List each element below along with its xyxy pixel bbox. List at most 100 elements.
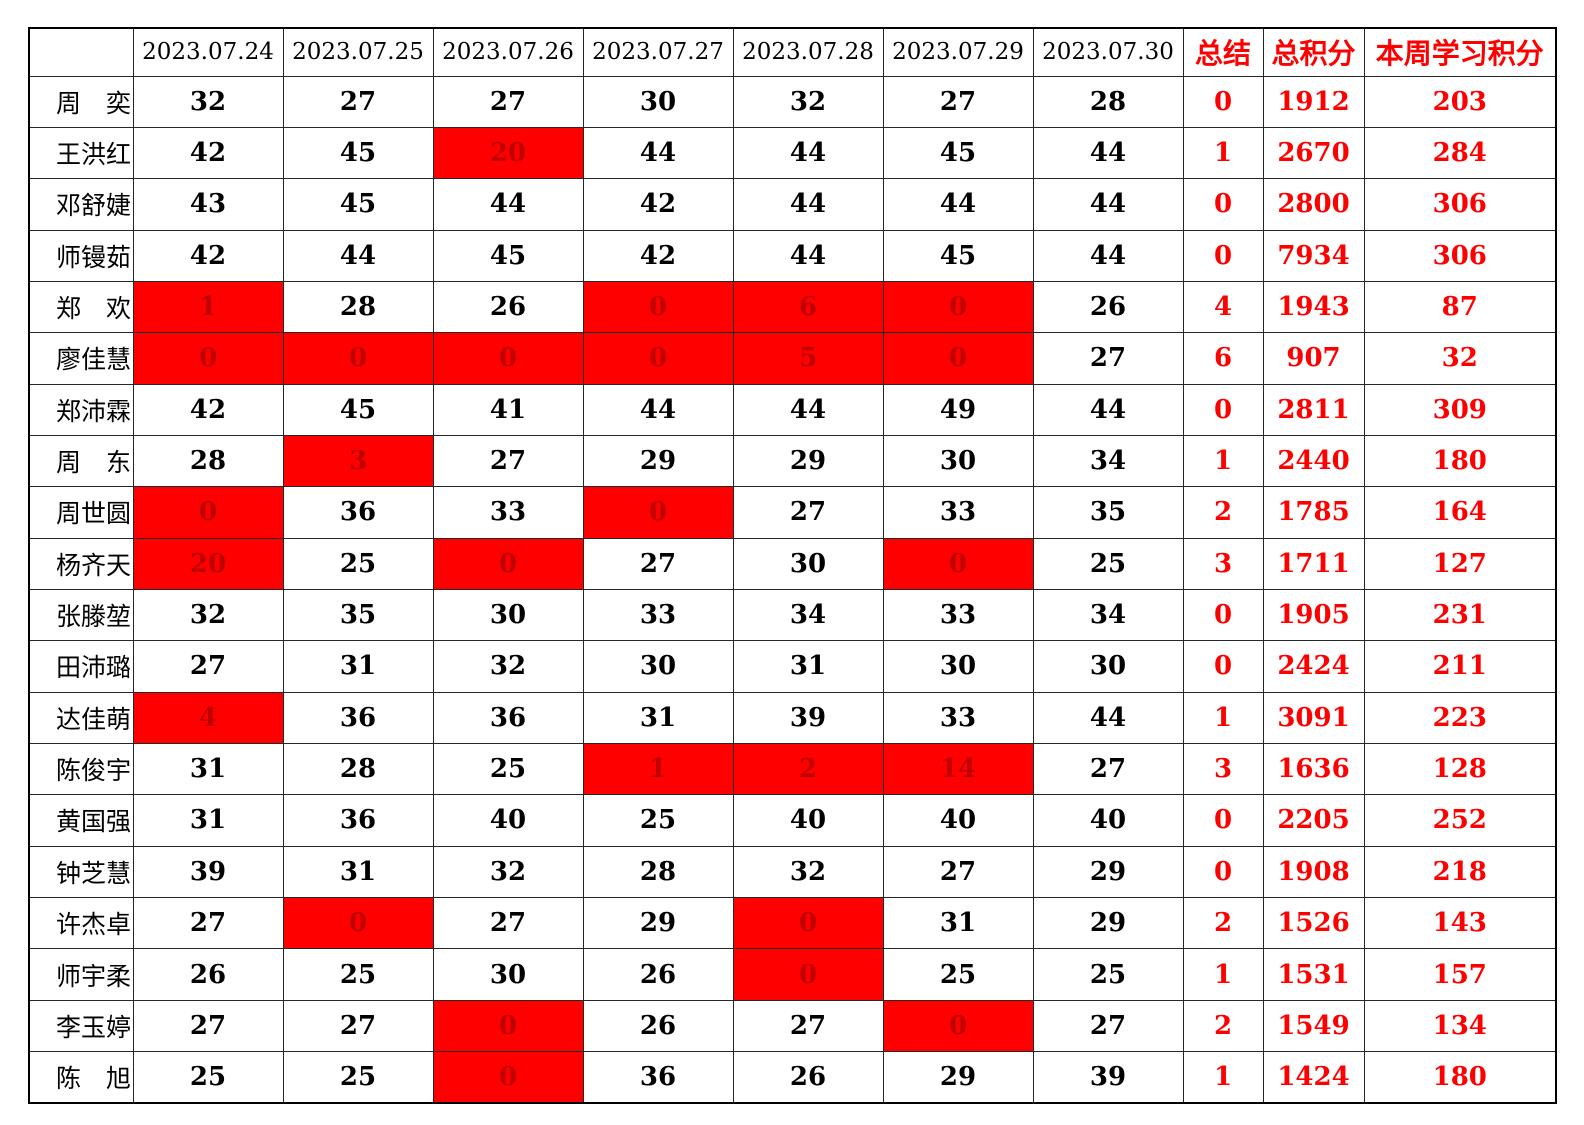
day-score-cell: 25: [582, 794, 734, 847]
day-score-cell: 27: [582, 537, 734, 590]
day-score-cell: 36: [582, 1051, 734, 1104]
summary-count-cell: 3: [1182, 537, 1264, 590]
day-score-cell: 27: [882, 75, 1034, 128]
day-score-cell: 36: [282, 486, 434, 539]
day-score-cell: 35: [282, 588, 434, 642]
day-score-cell-highlighted: 0: [582, 280, 734, 334]
day-score-cell: 30: [432, 948, 584, 1001]
student-name-cell: 陈俊宇: [28, 742, 134, 796]
weekly-points-cell: 231: [1363, 588, 1557, 642]
day-score-cell: 34: [732, 588, 884, 642]
day-score-cell: 45: [882, 126, 1034, 180]
day-score-cell: 27: [432, 75, 584, 128]
student-row: 邓舒婕 43 45 44 42 44 44 44 0 2800 306: [28, 178, 1557, 231]
student-name-cell: 田沛璐: [28, 640, 134, 693]
day-score-cell: 27: [282, 75, 434, 128]
total-points-cell: 2440: [1262, 434, 1365, 488]
date-column-header: 2023.07.26: [432, 27, 584, 77]
student-row: 许杰卓 27 0 27 29 0 31 29 2 1526 143: [28, 896, 1557, 950]
day-score-cell: 44: [732, 383, 884, 436]
date-column-header: 2023.07.27: [582, 27, 734, 77]
day-score-cell: 27: [282, 999, 434, 1053]
date-column-header: 2023.07.29: [882, 27, 1034, 77]
summary-count-cell: 1: [1182, 1051, 1264, 1104]
day-score-cell: 30: [882, 640, 1034, 693]
day-score-cell: 44: [582, 383, 734, 436]
day-score-cell: 27: [732, 999, 884, 1053]
total-points-cell: 1943: [1262, 280, 1365, 334]
weekly-points-cell: 164: [1363, 486, 1557, 539]
day-score-cell: 27: [1032, 332, 1184, 385]
day-score-cell: 26: [732, 1051, 884, 1104]
day-score-cell: 25: [282, 537, 434, 590]
day-score-cell: 32: [132, 75, 284, 128]
day-score-cell: 44: [882, 178, 1034, 231]
weekly-points-cell: 309: [1363, 383, 1557, 436]
weekly-points-cell: 223: [1363, 691, 1557, 744]
day-score-cell: 31: [132, 742, 284, 796]
student-name-cell: 王洪红: [28, 126, 134, 180]
day-score-cell-highlighted: 0: [432, 332, 584, 385]
summary-count-cell: 2: [1182, 486, 1264, 539]
student-name-cell: 杨齐天: [28, 537, 134, 590]
day-score-cell: 44: [1032, 126, 1184, 180]
summary-column-header: 本周学习积分: [1363, 27, 1557, 77]
student-row: 周 东 28 3 27 29 29 30 34 1 2440 180: [28, 434, 1557, 488]
day-score-cell-highlighted: 0: [882, 280, 1034, 334]
day-score-cell: 27: [1032, 742, 1184, 796]
day-score-cell-highlighted: 0: [882, 537, 1034, 590]
weekly-points-cell: 134: [1363, 999, 1557, 1053]
student-row: 张滕堃 32 35 30 33 34 33 34 0 1905 231: [28, 588, 1557, 642]
day-score-cell: 45: [282, 383, 434, 436]
day-score-cell: 32: [732, 75, 884, 128]
total-points-cell: 2205: [1262, 794, 1365, 847]
day-score-cell: 25: [1032, 537, 1184, 590]
student-row: 师镘茹 42 44 45 42 44 45 44 0 7934 306: [28, 229, 1557, 282]
day-score-cell: 30: [882, 434, 1034, 488]
day-score-cell-highlighted: 0: [282, 332, 434, 385]
student-row: 周 奕 32 27 27 30 32 27 28 0 1912 203: [28, 75, 1557, 128]
day-score-cell-highlighted: 0: [882, 332, 1034, 385]
day-score-cell: 26: [582, 948, 734, 1001]
summary-count-cell: 0: [1182, 178, 1264, 231]
student-row: 郑 欢 1 28 26 0 6 0 26 4 1943 87: [28, 280, 1557, 334]
day-score-cell-highlighted: 0: [132, 332, 284, 385]
day-score-cell: 32: [432, 640, 584, 693]
total-points-cell: 1526: [1262, 896, 1365, 950]
day-score-cell: 44: [1032, 229, 1184, 282]
day-score-cell: 40: [732, 794, 884, 847]
weekly-points-cell: 284: [1363, 126, 1557, 180]
student-row: 师宇柔 26 25 30 26 0 25 25 1 1531 157: [28, 948, 1557, 1001]
day-score-cell: 33: [882, 691, 1034, 744]
day-score-cell: 44: [732, 229, 884, 282]
day-score-cell-highlighted: 0: [582, 332, 734, 385]
total-points-cell: 2811: [1262, 383, 1365, 436]
day-score-cell: 26: [132, 948, 284, 1001]
weekly-points-cell: 32: [1363, 332, 1557, 385]
student-name-cell: 师宇柔: [28, 948, 134, 1001]
weekly-points-cell: 306: [1363, 178, 1557, 231]
day-score-cell: 45: [882, 229, 1034, 282]
summary-count-cell: 1: [1182, 948, 1264, 1001]
day-score-cell: 45: [432, 229, 584, 282]
day-score-cell: 36: [282, 794, 434, 847]
total-points-cell: 1424: [1262, 1051, 1365, 1104]
day-score-cell: 31: [732, 640, 884, 693]
day-score-cell-highlighted: 0: [432, 999, 584, 1053]
day-score-cell: 29: [582, 434, 734, 488]
day-score-cell: 44: [732, 126, 884, 180]
day-score-cell: 26: [1032, 280, 1184, 334]
student-name-cell: 许杰卓: [28, 896, 134, 950]
student-name-cell: 郑 欢: [28, 280, 134, 334]
total-points-cell: 2670: [1262, 126, 1365, 180]
summary-count-cell: 1: [1182, 434, 1264, 488]
day-score-cell: 35: [1032, 486, 1184, 539]
day-score-cell: 25: [282, 948, 434, 1001]
student-name-cell: 郑沛霖: [28, 383, 134, 436]
student-row: 周世圆 0 36 33 0 27 33 35 2 1785 164: [28, 486, 1557, 539]
weekly-points-cell: 128: [1363, 742, 1557, 796]
day-score-cell: 25: [132, 1051, 284, 1104]
total-points-cell: 3091: [1262, 691, 1365, 744]
day-score-cell-highlighted: 0: [132, 486, 284, 539]
weekly-points-cell: 180: [1363, 434, 1557, 488]
